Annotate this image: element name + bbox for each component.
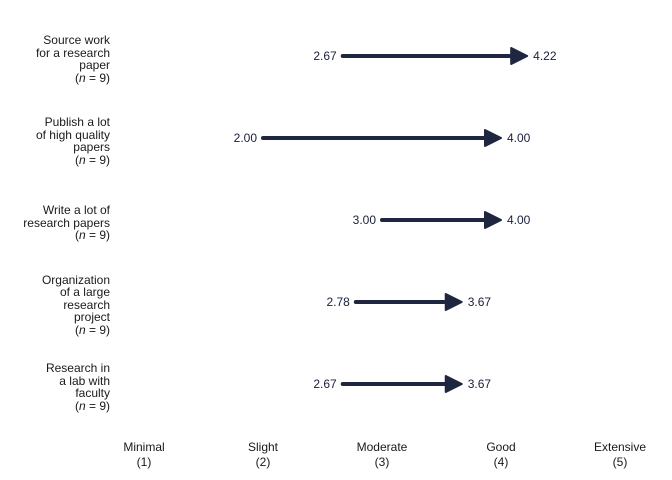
end-value-label: 3.67 — [468, 295, 492, 309]
arrow-row-3: 3.00 4.00 — [353, 211, 531, 229]
arrow-head — [510, 47, 529, 65]
category-label-line: of high quality — [35, 127, 110, 142]
x-tick-code: (5) — [613, 455, 628, 469]
end-value-label: 4.00 — [507, 131, 531, 145]
sample-size-label: (n = 9) — [74, 398, 110, 413]
category-label: Source work for a research paper (n = 9) — [0, 34, 110, 84]
sample-size-value: 9 — [99, 152, 106, 167]
category-label-line: faculty — [75, 386, 110, 400]
arrow-row-5: 2.67 3.67 — [313, 375, 492, 393]
category-label-line: a lab with — [59, 373, 110, 388]
x-tick-code: (4) — [494, 455, 509, 469]
x-tick-label: Moderate — [357, 440, 408, 454]
category-label: Organization of a large research project (n … — [0, 274, 110, 337]
arrow-head — [444, 375, 463, 393]
sample-size-value: 9 — [99, 228, 106, 243]
category-label-line: Publish a lot — [44, 115, 110, 129]
sample-size-label: (n = 9) — [74, 70, 110, 85]
arrow-head — [444, 293, 463, 311]
arrow-row-2: 2.00 4.00 — [234, 129, 531, 147]
sample-size-value: 9 — [99, 398, 106, 413]
x-tick-label: Good — [486, 440, 515, 454]
arrow-row-4: 2.78 3.67 — [326, 293, 492, 311]
start-value-label: 3.00 — [353, 213, 377, 227]
x-tick-label: Extensive — [594, 440, 646, 454]
category-label-line: project — [73, 310, 110, 325]
category-label: Write a lot of research papers (n = 9) — [0, 204, 110, 242]
category-label-line: research — [63, 297, 110, 312]
category-label-line: Source work — [43, 33, 110, 47]
end-value-label: 4.00 — [507, 213, 531, 227]
category-label-line: for a research — [35, 45, 110, 60]
x-tick-code: (2) — [256, 455, 271, 469]
arrow-row-1: 2.67 4.22 — [313, 47, 557, 65]
arrow-head — [484, 129, 502, 147]
arrow-head — [484, 211, 502, 229]
category-label: Research in a lab with faculty (n = 9) — [0, 362, 110, 412]
sample-size-label: (n = 9) — [74, 322, 110, 337]
category-label-line: research papers — [23, 215, 110, 230]
x-tick-code: (3) — [375, 455, 390, 469]
category-label-line: of a large — [59, 285, 110, 300]
start-value-label: 2.67 — [313, 377, 337, 391]
category-label-line: Research in — [45, 361, 110, 375]
category-label-line: Write a lot of — [42, 203, 110, 218]
x-tick-label: Slight — [248, 440, 279, 454]
end-value-label: 3.67 — [468, 377, 492, 391]
sample-size-value: 9 — [99, 70, 106, 85]
category-label-line: Organization — [41, 272, 110, 287]
x-tick-label: Minimal — [123, 440, 164, 454]
start-value-label: 2.78 — [326, 295, 350, 309]
sample-size-label: (n = 9) — [74, 152, 110, 167]
sample-size-label: (n = 9) — [74, 228, 110, 243]
sample-size-value: 9 — [99, 322, 106, 337]
category-label-line: paper — [79, 58, 110, 72]
start-value-label: 2.00 — [234, 131, 258, 145]
category-label-line: papers — [73, 140, 110, 154]
category-label: Publish a lot of high quality papers (n = 9… — [0, 116, 110, 166]
start-value-label: 2.67 — [313, 49, 337, 63]
x-tick-code: (1) — [137, 455, 152, 469]
end-value-label: 4.22 — [533, 49, 557, 63]
